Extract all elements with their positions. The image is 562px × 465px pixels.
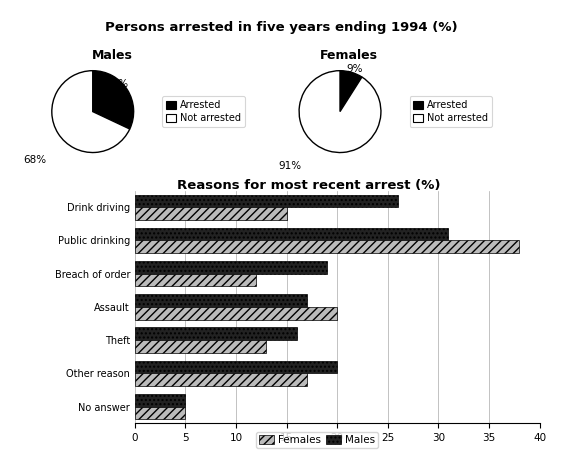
Text: Males: Males bbox=[92, 49, 133, 62]
Wedge shape bbox=[93, 71, 134, 129]
Text: 32%: 32% bbox=[105, 79, 128, 89]
Bar bbox=[135, 240, 519, 253]
Bar bbox=[135, 406, 185, 419]
Wedge shape bbox=[299, 71, 381, 153]
Bar bbox=[135, 228, 448, 240]
Bar bbox=[135, 294, 307, 307]
Text: Females: Females bbox=[319, 49, 378, 62]
Legend: Arrested, Not arrested: Arrested, Not arrested bbox=[162, 96, 244, 127]
Legend: Arrested, Not arrested: Arrested, Not arrested bbox=[410, 96, 492, 127]
Text: 91%: 91% bbox=[279, 161, 302, 171]
Text: 68%: 68% bbox=[23, 154, 46, 165]
Bar bbox=[135, 394, 185, 406]
Bar bbox=[135, 373, 307, 386]
Bar bbox=[135, 340, 266, 353]
Bar bbox=[135, 261, 327, 274]
Bar bbox=[135, 361, 337, 373]
Wedge shape bbox=[52, 71, 130, 153]
Bar bbox=[135, 195, 398, 207]
Bar bbox=[135, 274, 256, 286]
Wedge shape bbox=[340, 71, 362, 112]
Text: Persons arrested in five years ending 1994 (%): Persons arrested in five years ending 19… bbox=[105, 21, 457, 34]
Bar bbox=[135, 307, 337, 319]
Bar bbox=[135, 327, 297, 340]
Text: 9%: 9% bbox=[346, 64, 362, 74]
Legend: Females, Males: Females, Males bbox=[256, 432, 378, 448]
Bar bbox=[135, 207, 287, 220]
Text: Reasons for most recent arrest (%): Reasons for most recent arrest (%) bbox=[178, 179, 441, 192]
